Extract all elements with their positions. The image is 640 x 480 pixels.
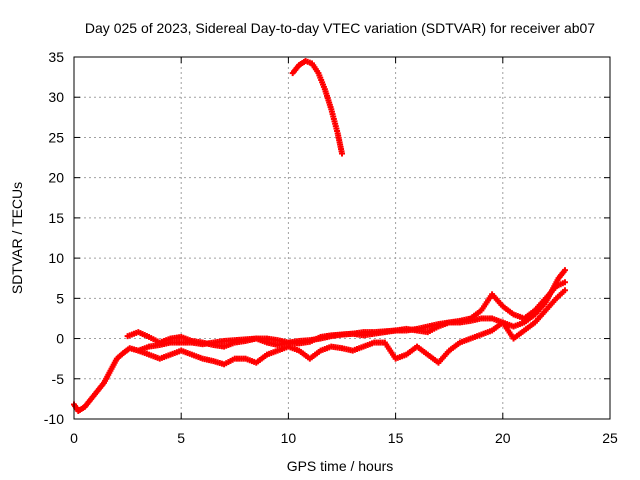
x-tick-label: 5 [177, 430, 185, 446]
y-tick-label: 0 [56, 331, 64, 347]
x-tick-label: 15 [388, 430, 404, 446]
x-tick-label: 25 [602, 430, 618, 446]
plot-frame [73, 56, 611, 420]
y-tick-label: 10 [48, 250, 64, 266]
y-axis-label: SDTVAR / TECUs [9, 182, 25, 294]
data-point-arc-segment [339, 150, 345, 157]
y-tick-label: 5 [56, 290, 64, 306]
x-axis-label: GPS time / hours [287, 458, 394, 474]
chart-title: Day 025 of 2023, Sidereal Day-to-day VTE… [85, 20, 595, 36]
data-points [71, 58, 568, 414]
data-point-main-trace [561, 267, 568, 274]
x-tick-label: 10 [281, 430, 297, 446]
data-point-upper-band [561, 279, 568, 286]
data-point-lower-band [561, 287, 568, 294]
x-tick-label: 0 [70, 430, 78, 446]
y-tick-label: 20 [48, 170, 64, 186]
y-tick-label: 30 [48, 89, 64, 105]
y-tick-label: 25 [48, 129, 64, 145]
y-tick-label: 35 [48, 49, 64, 65]
y-tick-label: -5 [52, 371, 65, 387]
y-tick-label: 15 [48, 210, 64, 226]
axis-ticks: 0 5 10 15 20 25 -10 -5 0 5 10 15 20 25 30 35 [44, 49, 618, 446]
y-tick-label: -10 [44, 411, 64, 427]
x-tick-label: 20 [495, 430, 511, 446]
grid-lines [74, 57, 610, 419]
